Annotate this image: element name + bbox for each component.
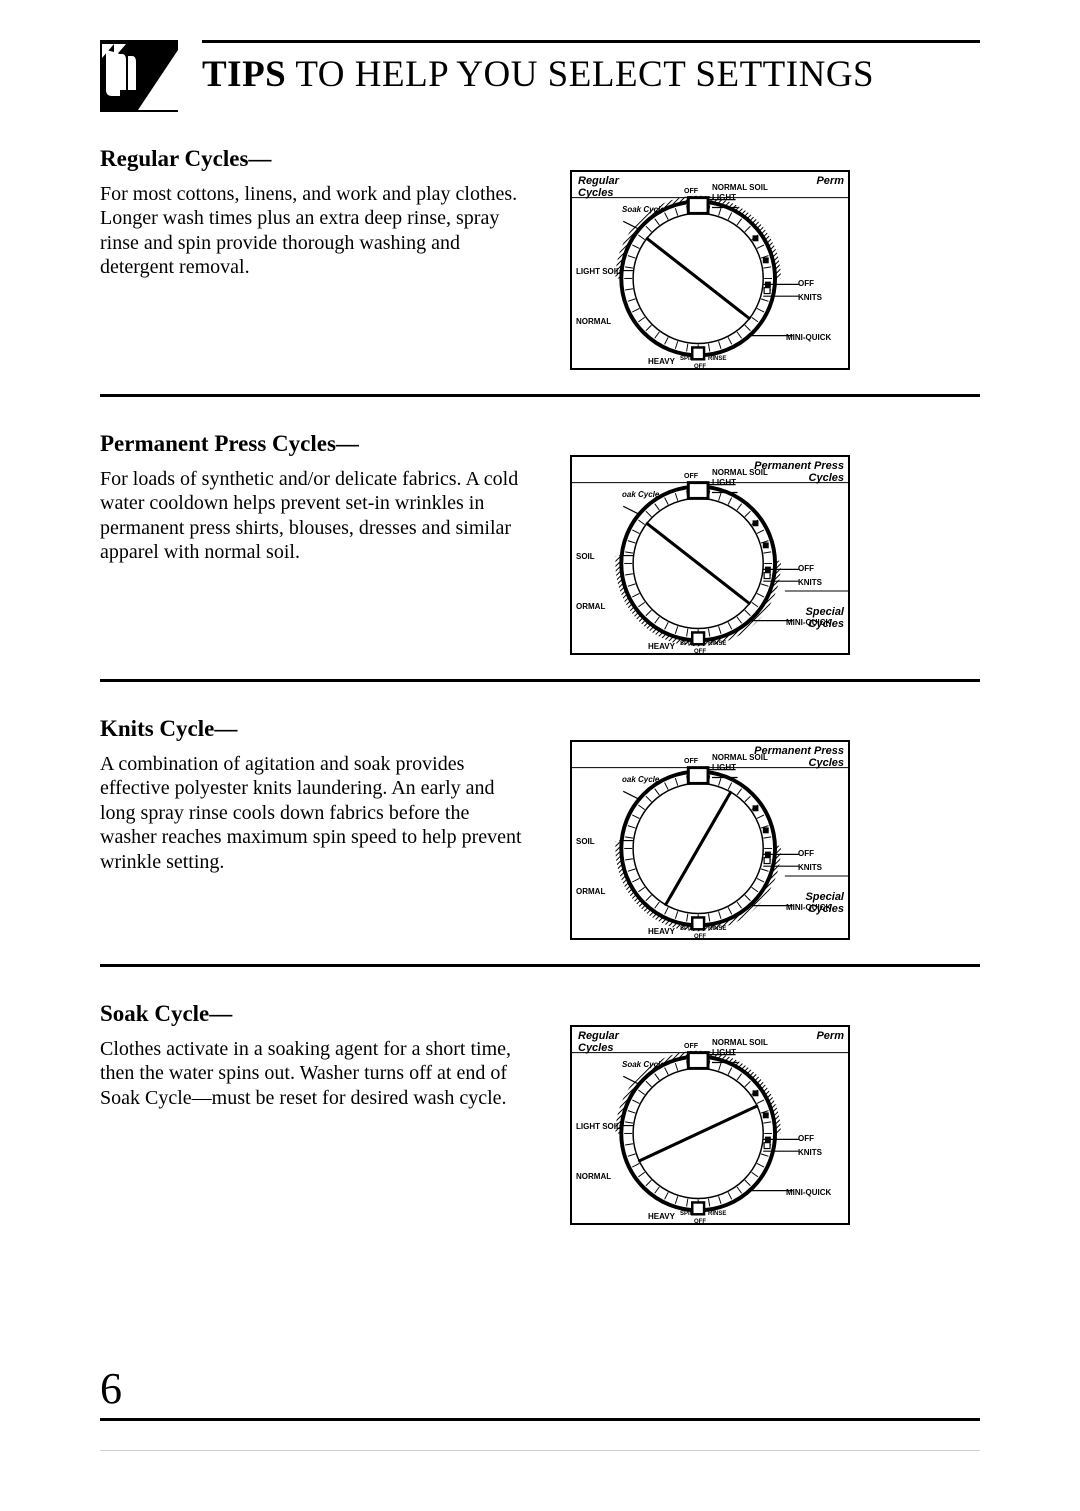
- dial-label-light-soil: LIGHT SOIL: [576, 1123, 621, 1131]
- dial-label-light: LIGHT: [712, 1049, 736, 1057]
- dial-label-soak-cycle: oak Cycle: [622, 491, 659, 499]
- dial-label-off-bottom: OFF: [694, 649, 706, 655]
- dial-label-heavy: HEAVY: [648, 643, 675, 651]
- dial-label-normal-soil: NORMAL SOIL: [712, 469, 768, 477]
- cycle-section: Knits Cycle— A combination of agitation …: [100, 716, 980, 967]
- dial-frame: Permanent PressCycles SpecialCycles oak …: [570, 740, 850, 940]
- dial-figure: RegularCycles Perm Soak Cycle LIGHT SOIL…: [570, 1001, 860, 1225]
- dial-region-label: RegularCycles: [578, 176, 619, 199]
- dial-label-off-right: OFF: [798, 280, 814, 288]
- dial-label-light-soil: SOIL: [576, 838, 595, 846]
- dial-figure: Permanent PressCycles SpecialCycles oak …: [570, 431, 860, 655]
- dial-frame: Permanent PressCycles SpecialCycles oak …: [570, 455, 850, 655]
- section-heading: Knits Cycle—: [100, 716, 530, 742]
- section-text: Regular Cycles— For most cottons, linens…: [100, 146, 530, 280]
- dial-figure: RegularCycles Perm Soak Cycle LIGHT SOIL…: [570, 146, 860, 370]
- dial-label-normal-soil: NORMAL SOIL: [712, 184, 768, 192]
- dial-label-soak-cycle: Soak Cycle: [622, 206, 665, 214]
- section-heading: Regular Cycles—: [100, 146, 530, 172]
- dial-label-rinse: RINSE: [708, 356, 726, 362]
- dial-label-off-top: OFF: [684, 1043, 698, 1050]
- section-text: Soak Cycle— Clothes activate in a soakin…: [100, 1001, 530, 1110]
- section-divider: [100, 964, 980, 967]
- dial-label-off-bottom: OFF: [694, 934, 706, 940]
- dial-label-off-bottom: OFF: [694, 1219, 706, 1225]
- dial-region-label: Perm: [816, 1031, 844, 1043]
- section-body: Clothes activate in a soaking agent for …: [100, 1037, 530, 1110]
- dial-label-normal-soil: NORMAL SOIL: [712, 1039, 768, 1047]
- page-footer: 6: [100, 1363, 980, 1421]
- dial-frame: RegularCycles Perm Soak Cycle LIGHT SOIL…: [570, 1025, 850, 1225]
- section-body: A combination of agitation and soak prov…: [100, 752, 530, 874]
- dial-label-light: LIGHT: [712, 764, 736, 772]
- sections-container: Regular Cycles— For most cottons, linens…: [100, 146, 980, 1225]
- page-title: TIPS TO HELP YOU SELECT SETTINGS: [202, 53, 980, 96]
- page-title-bold: TIPS: [202, 54, 286, 95]
- dial-region-label: Perm: [816, 176, 844, 188]
- section-heading: Soak Cycle—: [100, 1001, 530, 1027]
- section-text: Knits Cycle— A combination of agitation …: [100, 716, 530, 874]
- dial-label-normal: NORMAL: [576, 1173, 611, 1181]
- section-divider: [100, 394, 980, 397]
- section-heading: Permanent Press Cycles—: [100, 431, 530, 457]
- cycle-section: Permanent Press Cycles— For loads of syn…: [100, 431, 980, 682]
- dial-label-spin: SPIN: [680, 1211, 694, 1217]
- dial-label-light: LIGHT: [712, 194, 736, 202]
- dial-frame: RegularCycles Perm Soak Cycle LIGHT SOIL…: [570, 170, 850, 370]
- page-header: TIPS TO HELP YOU SELECT SETTINGS: [100, 40, 980, 112]
- dial-label-spin: SPIN: [680, 926, 694, 932]
- dial-label-spin: SPIN: [680, 641, 694, 647]
- header-title-wrap: TIPS TO HELP YOU SELECT SETTINGS: [202, 40, 980, 96]
- cycle-section: Regular Cycles— For most cottons, linens…: [100, 146, 980, 397]
- dial-label-soak-cycle: oak Cycle: [622, 776, 659, 784]
- dial-label-off-top: OFF: [684, 473, 698, 480]
- section-body: For loads of synthetic and/or delicate f…: [100, 467, 530, 565]
- dial-label-off-right: OFF: [798, 850, 814, 858]
- dial-figure: Permanent PressCycles SpecialCycles oak …: [570, 716, 860, 940]
- dial-label-rinse: RINSE: [708, 641, 726, 647]
- dial-label-light-soil: LIGHT SOIL: [576, 268, 621, 276]
- page-title-rest: TO HELP YOU SELECT SETTINGS: [286, 54, 874, 95]
- dial-label-knits: KNITS: [798, 1149, 822, 1157]
- section-body: For most cottons, linens, and work and p…: [100, 182, 530, 280]
- dial-label-off-top: OFF: [684, 758, 698, 765]
- dial-region-label: RegularCycles: [578, 1031, 619, 1054]
- cycle-section: Soak Cycle— Clothes activate in a soakin…: [100, 1001, 980, 1225]
- footer-hairline: [100, 1450, 980, 1451]
- dial-label-heavy: HEAVY: [648, 1213, 675, 1221]
- dial-label-normal: NORMAL: [576, 318, 611, 326]
- dial-label-rinse: RINSE: [708, 1211, 726, 1217]
- dial-label-knits: KNITS: [798, 579, 822, 587]
- section-text: Permanent Press Cycles— For loads of syn…: [100, 431, 530, 565]
- dial-label-rinse: RINSE: [708, 926, 726, 932]
- dial-label-heavy: HEAVY: [648, 928, 675, 936]
- dial-label-mini-quick: MINI-QUICK: [786, 619, 831, 627]
- dial-label-knits: KNITS: [798, 294, 822, 302]
- page-number: 6: [100, 1363, 980, 1418]
- brand-icon: [100, 40, 178, 112]
- dial-label-light-soil: SOIL: [576, 553, 595, 561]
- dial-label-normal: ORMAL: [576, 603, 605, 611]
- dial-label-mini-quick: MINI-QUICK: [786, 904, 831, 912]
- dial-label-knits: KNITS: [798, 864, 822, 872]
- dial-label-off-right: OFF: [798, 565, 814, 573]
- dial-label-heavy: HEAVY: [648, 358, 675, 366]
- dial-label-normal: ORMAL: [576, 888, 605, 896]
- dial-label-off-right: OFF: [798, 1135, 814, 1143]
- dial-label-mini-quick: MINI-QUICK: [786, 1189, 831, 1197]
- dial-label-mini-quick: MINI-QUICK: [786, 334, 831, 342]
- dial-label-spin: SPIN: [680, 356, 694, 362]
- dial-label-off-top: OFF: [684, 188, 698, 195]
- dial-label-normal-soil: NORMAL SOIL: [712, 754, 768, 762]
- dial-label-soak-cycle: Soak Cycle: [622, 1061, 665, 1069]
- section-divider: [100, 679, 980, 682]
- dial-label-off-bottom: OFF: [694, 364, 706, 370]
- dial-label-light: LIGHT: [712, 479, 736, 487]
